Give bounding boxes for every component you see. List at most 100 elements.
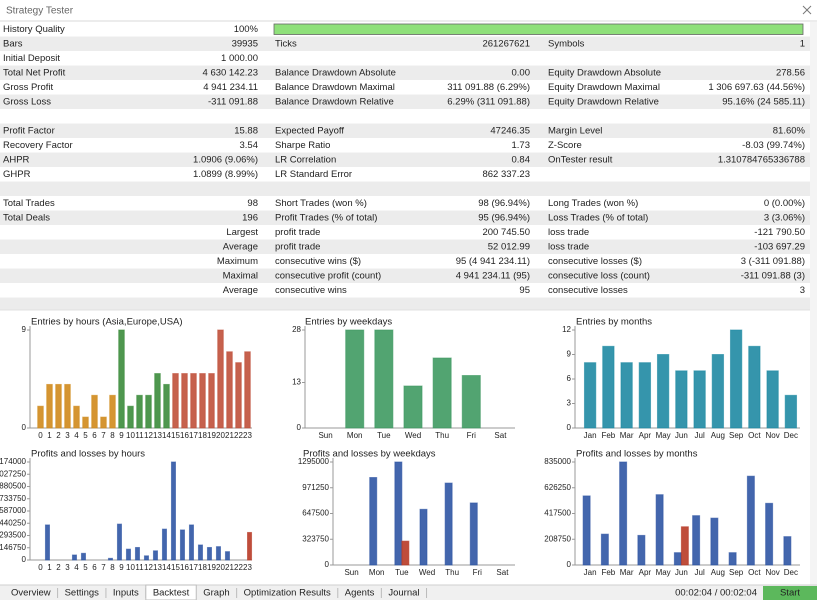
chart-title: Profits and losses by months — [576, 449, 698, 460]
y-tick-label: 835000 — [544, 457, 571, 466]
stat-value: 1 306 697.63 (44.56%) — [708, 82, 805, 93]
y-tick-label: 28 — [292, 325, 301, 334]
y-tick-label: 1027250 — [0, 469, 27, 478]
scrollbar — [810, 22, 817, 585]
tab[interactable]: Optimization Results — [244, 588, 331, 599]
stat-value: 4 941 234.11 — [203, 82, 258, 93]
stat-value: 0 (0.00%) — [764, 198, 805, 209]
x-tick-label: 8 — [110, 431, 115, 440]
x-tick-label: 2 — [56, 563, 61, 572]
bar — [55, 383, 62, 429]
tab[interactable]: Journal — [388, 588, 419, 599]
x-tick-label: Sat — [494, 431, 507, 440]
x-tick-label: Aug — [711, 568, 725, 577]
bar — [369, 477, 378, 566]
y-tick-label: 440250 — [0, 518, 27, 527]
stat-label: Loss Trades (% of total) — [548, 212, 648, 223]
x-tick-label: Nov — [766, 568, 780, 577]
y-tick-label: 293500 — [0, 531, 27, 540]
title-bar — [0, 0, 817, 21]
x-tick-label: Feb — [601, 568, 615, 577]
bar — [109, 394, 116, 429]
tab[interactable]: Settings — [65, 588, 100, 599]
tab[interactable]: Graph — [203, 588, 229, 599]
x-tick-label: 20 — [216, 563, 225, 572]
close-button[interactable] — [802, 5, 812, 15]
table-row — [0, 268, 810, 283]
bar — [401, 540, 410, 566]
stat-value: Average — [223, 285, 258, 296]
bar — [638, 362, 652, 429]
x-tick-label: 5 — [83, 563, 88, 572]
bar — [161, 528, 167, 561]
bar — [172, 373, 179, 429]
close-icon — [802, 5, 812, 15]
stat-label: consecutive wins — [275, 285, 347, 296]
stat-label: Equity Drawdown Relative — [548, 96, 659, 107]
bar — [143, 555, 149, 561]
bar — [783, 536, 792, 566]
tab[interactable]: Agents — [345, 588, 375, 599]
stat-label: Equity Drawdown Maximal — [548, 82, 660, 93]
stat-label: LR Standard Error — [275, 169, 352, 180]
start-button-bg[interactable] — [763, 586, 817, 600]
x-tick-label: Jul — [695, 568, 705, 577]
y-tick-label: 0 — [22, 555, 27, 564]
bar — [181, 373, 188, 429]
bar — [73, 405, 80, 429]
stat-value: 1.310784765336788 — [718, 154, 805, 165]
stat-label: Expected Payoff — [275, 125, 344, 136]
stat-value: 95 (4 941 234.11) — [456, 256, 530, 267]
x-tick-label: 11 — [135, 431, 144, 440]
x-tick-label: Wed — [419, 568, 435, 577]
stat-value: 278.56 — [776, 67, 805, 78]
tab-bar — [0, 585, 817, 600]
bar — [224, 551, 230, 561]
bar — [784, 394, 798, 429]
y-tick-label: 323750 — [302, 534, 329, 543]
x-tick-label: 9 — [119, 563, 124, 572]
bar — [765, 502, 774, 566]
y-tick-label: 971250 — [302, 483, 329, 492]
stat-value: 1 — [800, 38, 805, 49]
y-tick-label: 0 — [297, 423, 302, 432]
x-tick-label: 13 — [153, 563, 162, 572]
stat-value: 3 (-311 091.88) — [741, 256, 805, 267]
start-button[interactable]: Start — [780, 588, 800, 599]
stat-label: profit trade — [275, 227, 320, 238]
x-tick-label: 23 — [243, 431, 252, 440]
bar — [746, 475, 755, 566]
tab[interactable]: Inputs — [113, 588, 139, 599]
bar — [116, 523, 122, 561]
tab[interactable]: Overview — [11, 588, 51, 599]
stat-value: 196 — [242, 212, 258, 223]
stat-label: Profit Trades (% of total) — [275, 212, 377, 223]
stat-value: 95 — [519, 285, 530, 296]
bar — [154, 373, 161, 429]
tab[interactable]: Backtest — [153, 588, 190, 599]
x-tick-label: 22 — [234, 431, 243, 440]
chart-title: Profits and losses by weekdays — [303, 449, 436, 460]
y-tick-label: 12 — [562, 325, 571, 334]
stat-value: 1.0899 (8.99%) — [193, 169, 258, 180]
bar — [582, 495, 591, 566]
stat-value: 1 000.00 — [221, 53, 258, 64]
x-tick-label: Sep — [729, 568, 744, 577]
stat-label: Bars — [3, 38, 23, 49]
table-row — [0, 80, 810, 95]
table-row — [0, 94, 810, 109]
chart-title: Entries by hours (Asia,Europe,USA) — [31, 317, 183, 328]
stats-table: History Quality 100%Bars 39935 Ticks 2612676… — [0, 22, 817, 585]
x-tick-label: Feb — [601, 431, 615, 440]
bar — [170, 461, 176, 561]
stat-value: 95.16% (24 585.11) — [722, 96, 805, 107]
stat-value: -311 091.88 — [208, 96, 258, 107]
stat-value: 0.00 — [512, 67, 531, 78]
stat-label: Total Trades — [3, 198, 55, 209]
x-tick-label: May — [656, 568, 671, 577]
elapsed-time: 00:02:04 / 00:02:04 — [675, 588, 757, 599]
table-row — [0, 109, 810, 124]
x-tick-label: 8 — [110, 563, 115, 572]
bar — [469, 502, 478, 566]
